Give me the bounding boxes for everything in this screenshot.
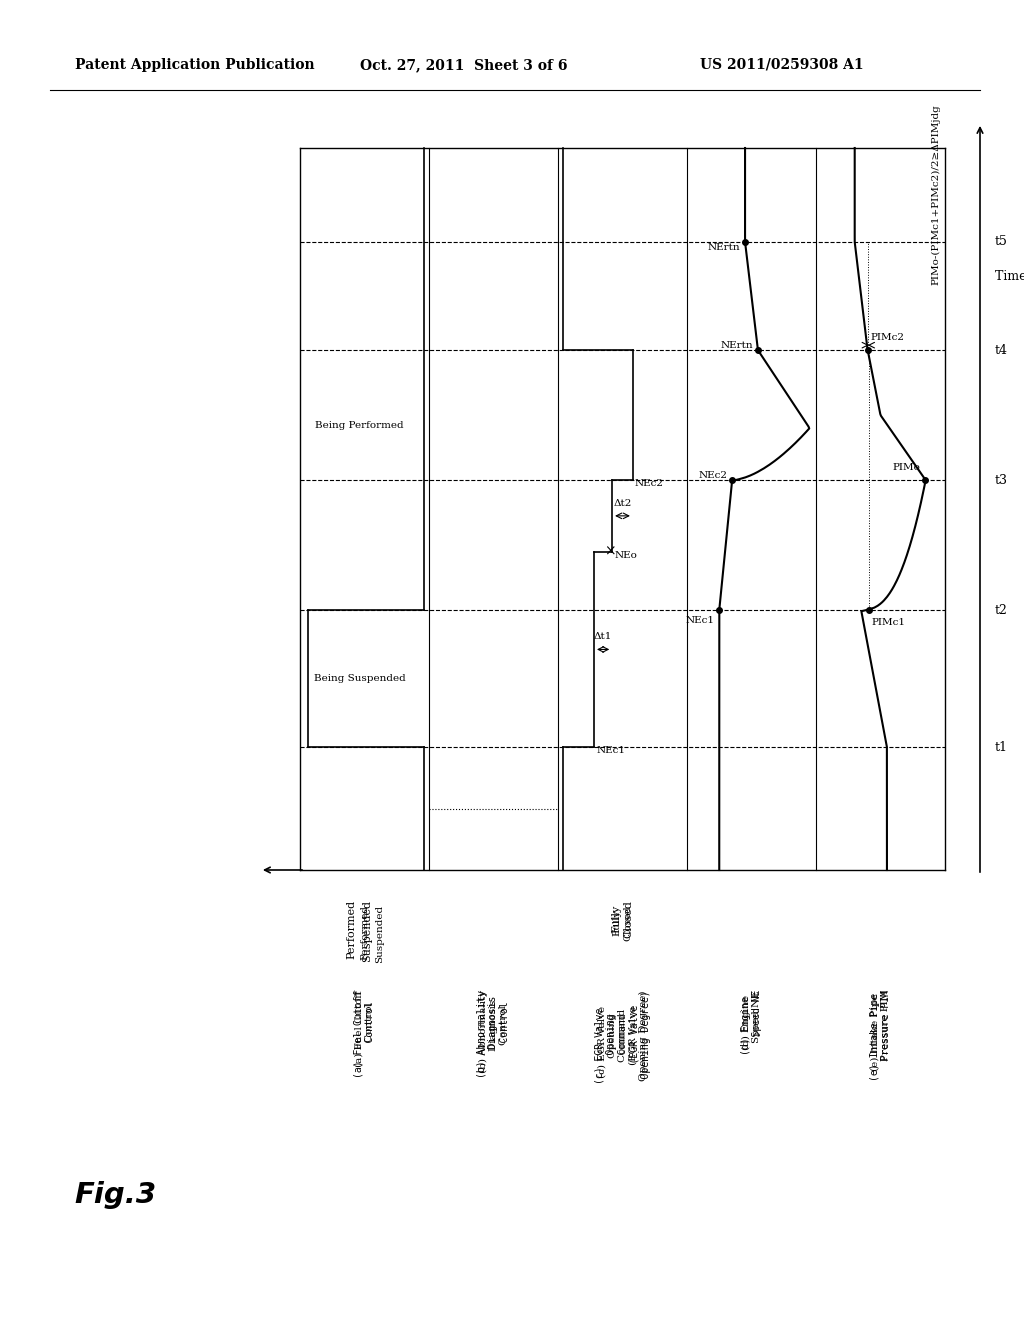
Text: US 2011/0259308 A1: US 2011/0259308 A1 — [700, 58, 863, 73]
Text: Δt2: Δt2 — [613, 499, 632, 508]
Text: (b) Abnormality
    Diagnosis
    Control: (b) Abnormality Diagnosis Control — [478, 990, 509, 1073]
Text: (a) Fuel Cutoff
    Control: (a) Fuel Cutoff Control — [353, 990, 376, 1078]
Text: NErtn: NErtn — [708, 243, 740, 252]
Text: NEc2: NEc2 — [698, 471, 727, 479]
Text: Time t: Time t — [995, 269, 1024, 282]
Text: t4: t4 — [995, 343, 1008, 356]
Text: Performed: Performed — [346, 900, 356, 960]
Text: Suspended: Suspended — [362, 900, 373, 962]
Text: (d) Engine
    Speed NE: (d) Engine Speed NE — [740, 990, 762, 1060]
Text: NErtn: NErtn — [721, 341, 754, 350]
Text: (c) EGR Valve
    Opening
    Command
    (EGR Valve
    Opening Degree): (c) EGR Valve Opening Command (EGR Valve… — [597, 990, 648, 1093]
Text: Being Performed: Being Performed — [315, 421, 403, 430]
Text: Fully
Closed: Fully Closed — [612, 906, 632, 941]
Text: Being Suspended: Being Suspended — [313, 675, 406, 684]
Text: Suspended: Suspended — [375, 906, 384, 964]
Text: t2: t2 — [995, 603, 1008, 616]
Text: (a) Fuel Cutoff
    Control: (a) Fuel Cutoff Control — [354, 990, 374, 1067]
Text: (c) EGR Valve
    Opening
    Command
    (EGR Valve
    Opening Degree): (c) EGR Valve Opening Command (EGR Valve… — [594, 990, 650, 1102]
Text: Fig.3: Fig.3 — [74, 1181, 156, 1209]
Text: Patent Application Publication: Patent Application Publication — [75, 58, 314, 73]
Text: Performed: Performed — [360, 906, 369, 960]
Text: ×: × — [604, 545, 616, 558]
Text: PIMc1: PIMc1 — [871, 618, 906, 627]
Text: t5: t5 — [995, 235, 1008, 248]
Text: NEc1: NEc1 — [596, 746, 625, 755]
Text: t3: t3 — [995, 474, 1008, 487]
Text: (b) Abnormality
    Diagnosis
    Control: (b) Abnormality Diagnosis Control — [477, 990, 510, 1078]
Text: Oct. 27, 2011  Sheet 3 of 6: Oct. 27, 2011 Sheet 3 of 6 — [360, 58, 567, 73]
Text: PIMo: PIMo — [893, 463, 921, 473]
Text: Δt1: Δt1 — [594, 632, 612, 642]
Text: NEc2: NEc2 — [635, 479, 664, 488]
Text: (e) Intake Pipe
    Pressure PIM: (e) Intake Pipe Pressure PIM — [870, 990, 890, 1074]
Text: PIMo-(PIMc1+PIMc2)/2≥ΔPIMjdg: PIMo-(PIMc1+PIMc2)/2≥ΔPIMjdg — [931, 104, 940, 285]
Text: NEo: NEo — [614, 550, 637, 560]
Text: t1: t1 — [995, 741, 1008, 754]
Text: NEc1: NEc1 — [685, 615, 715, 624]
Text: (d) Engine
    Speed NE: (d) Engine Speed NE — [741, 990, 761, 1056]
Text: PIMc2: PIMc2 — [870, 333, 904, 342]
Text: Fully
Closed: Fully Closed — [611, 900, 633, 939]
Text: (e) Intake Pipe
    Pressure PIM: (e) Intake Pipe Pressure PIM — [869, 990, 891, 1084]
